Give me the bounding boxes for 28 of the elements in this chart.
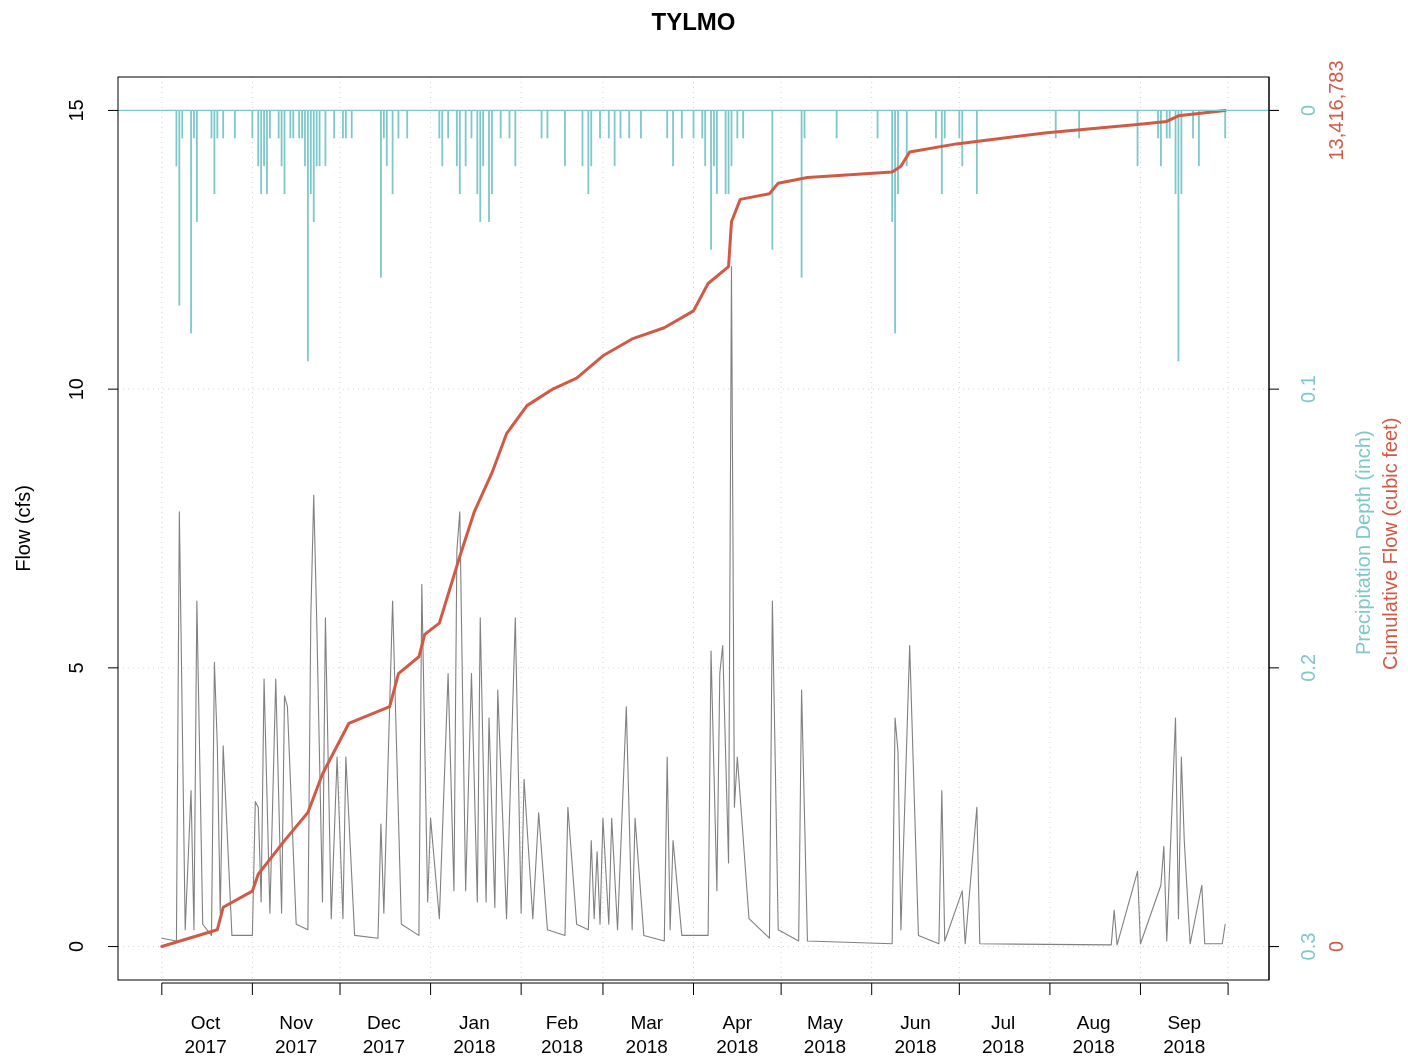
x-tick-label: Jun 2018 — [894, 1012, 937, 1057]
x-tick-label: Dec 2017 — [362, 1012, 405, 1057]
y2-tick-label: 0.3 — [1297, 932, 1320, 961]
x-tick-label: May 2018 — [803, 1012, 847, 1057]
x-tick-label: Sep 2018 — [1163, 1012, 1206, 1057]
x-tick-label: Aug 2018 — [1072, 1012, 1115, 1057]
y-tick-label: 5 — [65, 662, 88, 674]
x-tick-label: Feb 2018 — [540, 1012, 584, 1057]
y-tick-label: 15 — [65, 99, 88, 122]
line-series — [161, 265, 1226, 946]
line-series — [160, 108, 1227, 949]
y-tick-label: 10 — [65, 378, 88, 401]
y2-axis-title: Precipitation Depth (inch) — [1352, 430, 1375, 655]
y3-tick-label: 13,416,783 — [1325, 60, 1348, 161]
x-tick-label: Jul 2018 — [982, 1012, 1025, 1057]
x-tick-label: Mar 2018 — [625, 1012, 668, 1057]
y-axis-title: Flow (cfs) — [12, 485, 35, 572]
chart-title: TYLMO — [651, 8, 736, 35]
y3-axis-title: Cumulative Flow (cubic feet) — [1379, 417, 1402, 670]
x-tick-label: Apr 2018 — [716, 1012, 759, 1057]
y3-tick-label: 0 — [1325, 940, 1348, 953]
x-tick-label: Jan 2018 — [453, 1012, 496, 1057]
x-tick-label: Oct 2017 — [184, 1012, 227, 1057]
x-tick-label: Nov 2017 — [275, 1012, 318, 1057]
y-tick-label: 0 — [65, 940, 88, 953]
y2-tick-label: 0.1 — [1297, 375, 1320, 404]
y2-tick-label: 0.2 — [1297, 653, 1320, 682]
y2-tick-label: 0 — [1297, 104, 1320, 117]
